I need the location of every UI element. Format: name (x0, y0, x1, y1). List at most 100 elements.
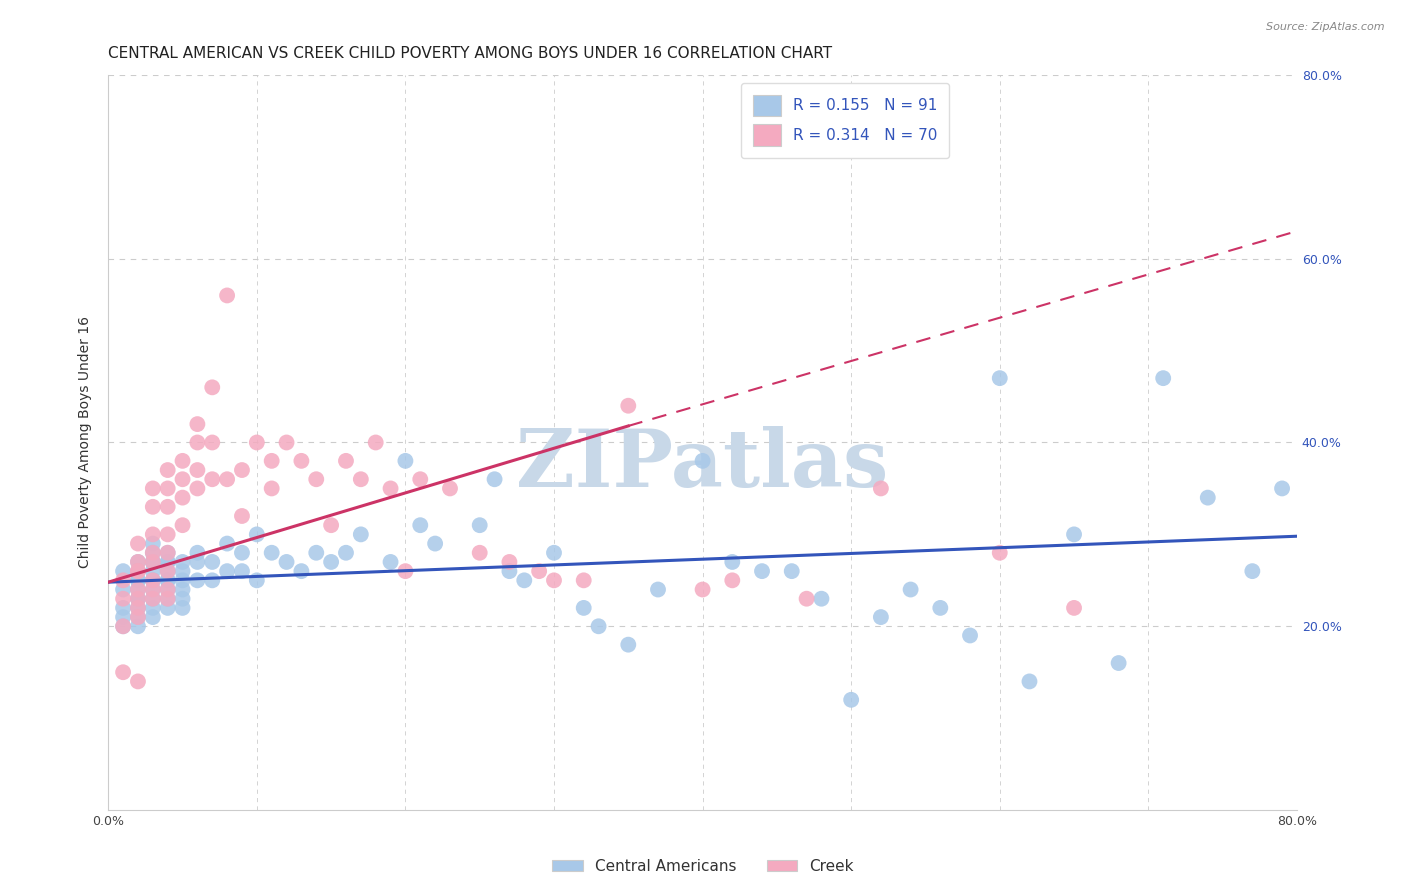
Point (127, 610, 149, 624)
Point (156, 601, 179, 615)
Point (142, 574, 165, 588)
Point (1063, 527, 1085, 541)
Point (335, 454, 357, 468)
Point (364, 435, 387, 450)
Point (692, 582, 714, 597)
Point (201, 555, 224, 569)
Point (172, 555, 194, 569)
Point (394, 564, 416, 578)
Point (513, 574, 536, 588)
Point (900, 582, 922, 597)
Point (439, 482, 461, 496)
Point (305, 546, 328, 560)
Point (870, 610, 893, 624)
Point (156, 591, 179, 606)
Point (156, 555, 179, 569)
Point (112, 610, 135, 624)
Point (1108, 656, 1130, 670)
Point (246, 574, 269, 588)
Point (142, 555, 165, 569)
Point (142, 601, 165, 615)
Point (156, 482, 179, 496)
Point (929, 601, 952, 615)
Point (1152, 371, 1174, 385)
Point (127, 564, 149, 578)
Point (172, 582, 194, 597)
Point (186, 417, 208, 431)
Point (810, 591, 832, 606)
Point (172, 491, 194, 505)
Point (468, 518, 491, 533)
Point (127, 591, 149, 606)
Point (217, 288, 239, 302)
Point (127, 555, 149, 569)
Point (201, 435, 224, 450)
Point (112, 564, 135, 578)
Point (380, 555, 402, 569)
Point (409, 518, 432, 533)
Text: ZIPatlas: ZIPatlas (516, 425, 889, 504)
Point (127, 574, 149, 588)
Point (142, 582, 165, 597)
Point (142, 574, 165, 588)
Point (127, 536, 149, 550)
Point (321, 555, 343, 569)
Point (572, 574, 595, 588)
Point (231, 564, 253, 578)
Point (572, 601, 595, 615)
Point (260, 482, 283, 496)
Point (217, 536, 239, 550)
Point (692, 454, 714, 468)
Legend: Central Americans, Creek: Central Americans, Creek (546, 853, 860, 880)
Point (186, 435, 208, 450)
Point (142, 527, 165, 541)
Point (1271, 482, 1294, 496)
Point (186, 574, 208, 588)
Point (112, 665, 135, 680)
Point (142, 591, 165, 606)
Point (870, 482, 893, 496)
Point (156, 564, 179, 578)
Point (172, 518, 194, 533)
Point (156, 546, 179, 560)
Point (350, 527, 373, 541)
Point (796, 591, 818, 606)
Point (156, 546, 179, 560)
Point (127, 582, 149, 597)
Point (721, 574, 744, 588)
Point (142, 564, 165, 578)
Point (246, 435, 269, 450)
Point (156, 463, 179, 477)
Point (142, 482, 165, 496)
Point (276, 435, 298, 450)
Point (112, 582, 135, 597)
Point (186, 546, 208, 560)
Point (156, 500, 179, 514)
Point (321, 518, 343, 533)
Legend: R = 0.155   N = 91, R = 0.314   N = 70: R = 0.155 N = 91, R = 0.314 N = 70 (741, 83, 949, 158)
Point (260, 454, 283, 468)
Point (156, 527, 179, 541)
Point (260, 546, 283, 560)
Point (201, 380, 224, 394)
Point (142, 610, 165, 624)
Point (127, 619, 149, 633)
Point (350, 472, 373, 486)
Point (498, 564, 520, 578)
Point (246, 527, 269, 541)
Point (142, 582, 165, 597)
Point (231, 508, 253, 523)
Point (172, 564, 194, 578)
Point (112, 619, 135, 633)
Point (127, 610, 149, 624)
Point (127, 591, 149, 606)
Point (127, 564, 149, 578)
Point (156, 564, 179, 578)
Point (186, 555, 208, 569)
Point (543, 546, 565, 560)
Point (172, 574, 194, 588)
Point (588, 619, 610, 633)
Point (423, 536, 446, 550)
Point (468, 546, 491, 560)
Point (1063, 601, 1085, 615)
